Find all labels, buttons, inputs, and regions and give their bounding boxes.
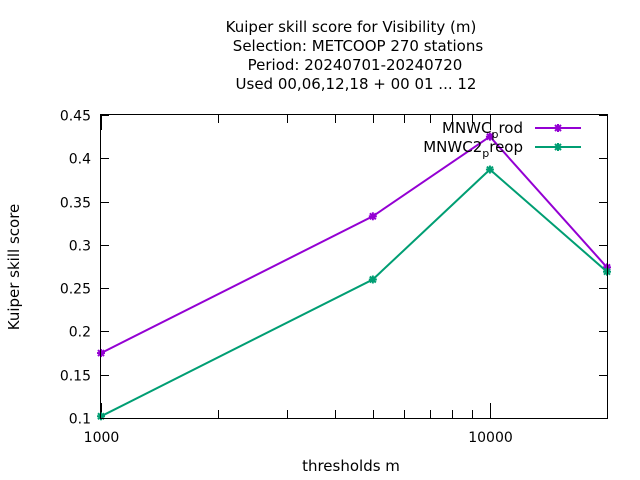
y-axis-label: Kuiper skill score (5, 204, 23, 331)
legend-label: MNWCprod (442, 119, 523, 141)
data-point-MNWC_prod (485, 132, 494, 141)
y-tick-label: 0.45 (60, 109, 91, 125)
y-tick-label: 0.15 (60, 369, 91, 385)
x-axis-label: thresholds m (302, 457, 400, 475)
series-line-MNWC_prod (100, 135, 608, 354)
x-tick-label: 1000 (84, 430, 120, 446)
legend-marker (554, 143, 562, 151)
title-line-3: Period: 20240701-20240720 (248, 56, 463, 74)
series-layer (97, 132, 611, 421)
y-tick-label: 0.4 (69, 152, 91, 168)
y-tick-label: 0.3 (69, 239, 91, 255)
chart-title: Kuiper skill score for Visibility (m) Se… (226, 18, 484, 93)
series-line-MNWC2_preop (100, 168, 608, 418)
y-label: Kuiper skill score (5, 204, 23, 331)
title-line-2: Selection: METCOOP 270 stations (233, 37, 484, 55)
y-tick-label: 0.1 (69, 412, 91, 428)
y-tick-label: 0.2 (69, 325, 91, 341)
legend-label: MNWC2preop (423, 138, 523, 160)
data-point-MNWC_prod (368, 212, 377, 221)
x-tick-label: 10000 (468, 430, 513, 446)
y-tick-label: 0.25 (60, 282, 91, 298)
title-line-1: Kuiper skill score for Visibility (m) (226, 18, 477, 36)
legend-marker (554, 124, 562, 132)
data-point-MNWC2_preop (485, 165, 494, 174)
plot-frame (100, 114, 608, 419)
y-tick-label: 0.35 (60, 196, 91, 212)
title-line-4: Used 00,06,12,18 + 00 01 ... 12 (236, 75, 477, 93)
data-point-MNWC2_preop (368, 275, 377, 284)
ticks-layer: 0.1 0.15 0.2 0.25 0.3 0.35 0.4 0.45 1000 10000 (60, 109, 608, 446)
